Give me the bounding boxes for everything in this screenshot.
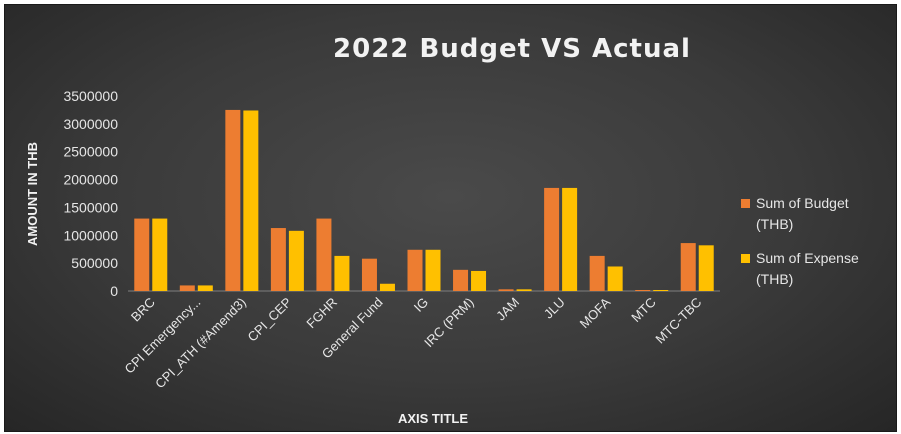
bar-expense	[471, 270, 487, 291]
y-axis-title: AMOUNT IN THB	[25, 142, 40, 246]
legend-swatch	[741, 199, 750, 208]
x-tick-label: JLU	[541, 295, 568, 322]
bar-budget	[635, 290, 651, 291]
bar-budget	[589, 255, 605, 291]
x-tick-label: FGHR	[303, 295, 340, 332]
bar-expense	[653, 290, 669, 291]
x-tick-label: IRC (PRM)	[421, 295, 477, 351]
bar-expense	[562, 187, 578, 291]
bar-expense	[516, 289, 532, 291]
y-tick-label: 3500000	[63, 88, 118, 104]
bar-budget	[134, 218, 150, 291]
legend-label: Sum of Expense (THB)	[756, 250, 859, 287]
x-tick-label: BRC	[128, 295, 158, 325]
bar-budget	[270, 228, 286, 291]
legend-swatch	[741, 254, 750, 263]
bar-expense	[288, 230, 304, 291]
bar-expense	[425, 249, 441, 291]
bars	[134, 109, 714, 291]
x-tick-label: IG	[411, 295, 431, 315]
x-tick-label: MOFA	[577, 294, 614, 331]
bar-budget	[361, 258, 377, 291]
bar-expense	[698, 245, 714, 291]
x-tick-label: CPI_ATH (#Amend3)	[152, 295, 249, 392]
legend: Sum of Budget (THB) Sum of Expense (THB)	[741, 195, 859, 287]
y-tick-label: 2000000	[63, 172, 118, 188]
bar-budget	[179, 285, 195, 291]
bar-expense	[152, 218, 168, 291]
bar-budget	[316, 218, 332, 291]
bar-budget	[680, 243, 696, 291]
bar-expense	[243, 110, 259, 291]
bar-budget	[453, 269, 469, 291]
chart-title: 2022 Budget VS Actual	[333, 34, 691, 64]
bar-budget	[498, 289, 514, 291]
y-axis: 0 500000 1000000 1500000 2000000 2500000 30000…	[63, 88, 118, 299]
bar-budget	[225, 109, 241, 291]
legend-label: Sum of Budget (THB)	[756, 195, 849, 232]
y-tick-label: 3000000	[63, 116, 118, 132]
bar-expense	[197, 285, 213, 291]
chart-area	[4, 4, 897, 432]
y-tick-label: 1500000	[63, 199, 118, 215]
x-tick-label: MTC-TBC	[652, 295, 704, 347]
y-tick-label: 1000000	[63, 227, 118, 243]
x-axis-title: AXIS TITLE	[398, 411, 468, 426]
x-tick-label: JAM	[493, 295, 522, 324]
bar-expense	[379, 283, 395, 291]
bar-expense	[607, 266, 623, 291]
x-tick-label: MTC	[628, 295, 659, 326]
y-tick-label: 2500000	[63, 144, 118, 160]
bar-budget	[407, 249, 423, 291]
bar-expense	[334, 255, 350, 291]
x-tick-label: CPI_CEP	[245, 295, 295, 345]
bar-budget	[544, 187, 560, 291]
y-tick-label: 0	[110, 283, 118, 299]
y-tick-label: 500000	[71, 255, 118, 271]
